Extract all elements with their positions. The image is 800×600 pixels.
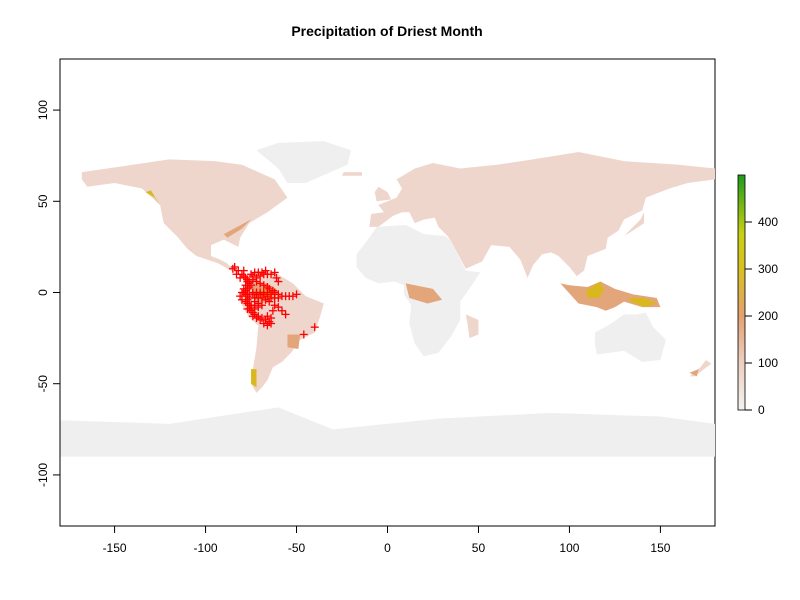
occurrence-point <box>252 314 261 323</box>
x-tick-label: 150 <box>650 541 670 555</box>
occurrence-point <box>247 270 256 279</box>
eurasia-land <box>369 152 715 278</box>
occurrence-point <box>256 272 265 281</box>
x-tick-label: 50 <box>472 541 486 555</box>
map-title: Precipitation of Driest Month <box>291 23 482 39</box>
y-axis: -100 -50 0 50 100 <box>36 100 61 487</box>
legend-tick-label: 200 <box>758 309 778 323</box>
occurrence-point <box>263 288 272 297</box>
occurrence-point <box>263 321 272 330</box>
occurrence-point <box>310 323 319 332</box>
occurrence-point <box>274 293 283 302</box>
occurrence-point <box>267 290 276 299</box>
occurrence-point <box>270 301 279 310</box>
legend-color-bar <box>737 174 746 411</box>
occurrence-point <box>248 272 257 281</box>
legend-tick-label: 400 <box>758 215 778 229</box>
indonesia-wet-area <box>560 281 661 311</box>
occurrence-point <box>259 281 268 290</box>
legend-tick-label: 100 <box>758 356 778 370</box>
occurrence-point <box>252 277 261 286</box>
occurrence-point <box>257 301 266 310</box>
occurrence-point <box>267 270 276 279</box>
occurrence-points <box>228 262 319 339</box>
occurrence-point <box>268 306 277 315</box>
occurrence-point <box>250 301 259 310</box>
x-axis: -150 -100 -50 0 50 100 150 <box>103 525 671 555</box>
occurrence-point <box>237 295 246 304</box>
occurrence-point <box>259 319 268 328</box>
occurrence-point <box>232 270 241 279</box>
southern-brazil-wet-area <box>287 334 301 350</box>
japan-land <box>624 212 645 236</box>
occurrence-point <box>256 315 265 324</box>
occurrence-point <box>245 290 254 299</box>
occurrence-point <box>228 264 237 273</box>
borneo-very-wet-area <box>585 281 605 298</box>
occurrence-point <box>241 297 250 306</box>
new-zealand-wet-area <box>689 369 699 377</box>
occurrence-point <box>268 286 277 295</box>
pacific-northwest-wet-area <box>145 190 161 205</box>
occurrence-point <box>261 266 270 275</box>
antarctica-land <box>60 407 715 457</box>
occurrence-point <box>245 283 254 292</box>
occurrence-point <box>236 273 245 282</box>
occurrence-point <box>257 268 266 277</box>
iceland-land <box>342 172 363 176</box>
occurrence-point <box>243 304 252 313</box>
eastern-us-wet-area <box>223 210 261 238</box>
occurrence-point <box>267 314 276 323</box>
occurrence-point <box>299 330 308 339</box>
occurrence-point <box>257 293 266 302</box>
australia-land <box>594 312 666 362</box>
madagascar-land <box>465 314 479 339</box>
y-tick-label: 0 <box>36 289 50 296</box>
legend-tick-label: 0 <box>758 403 765 417</box>
occurrence-point <box>256 279 265 288</box>
color-legend: 0 100 200 300 400 <box>737 174 778 417</box>
new-guinea-very-wet-area <box>627 297 657 308</box>
occurrence-point <box>239 266 248 275</box>
north-america-land <box>81 159 288 278</box>
legend-tick-label: 300 <box>758 262 778 276</box>
occurrence-point <box>236 292 245 301</box>
y-tick-label: -100 <box>36 463 50 487</box>
occurrence-point <box>288 292 297 301</box>
occurrence-point <box>248 312 257 321</box>
x-tick-label: 0 <box>384 541 391 555</box>
britain-land <box>374 186 392 202</box>
occurrence-point <box>277 306 286 315</box>
occurrence-point <box>243 277 252 286</box>
occurrence-point <box>254 303 263 312</box>
occurrence-point <box>272 273 281 282</box>
occurrence-point <box>263 312 272 321</box>
occurrence-point <box>270 268 279 277</box>
x-tick-label: -150 <box>103 541 127 555</box>
y-tick-label: -50 <box>36 375 50 393</box>
chilean-coast-wet-area <box>251 369 257 388</box>
occurrence-point <box>265 317 274 326</box>
occurrence-point <box>292 290 301 299</box>
occurrence-point <box>265 284 274 293</box>
x-tick-label: -100 <box>194 541 218 555</box>
occurrence-point <box>261 295 270 304</box>
occurrence-point <box>281 310 290 319</box>
greenland-land <box>256 141 352 184</box>
occurrence-point <box>230 262 239 271</box>
congo-wet-area <box>405 283 443 304</box>
x-tick-label: 100 <box>559 541 579 555</box>
occurrence-point <box>274 277 283 286</box>
occurrence-point <box>237 288 246 297</box>
y-tick-label: 100 <box>36 100 50 120</box>
x-tick-label: -50 <box>288 541 306 555</box>
occurrence-point <box>239 284 248 293</box>
occurrence-point <box>265 297 274 306</box>
occurrence-point <box>274 303 283 312</box>
occurrence-point <box>241 281 250 290</box>
y-tick-label: 50 <box>36 194 50 208</box>
